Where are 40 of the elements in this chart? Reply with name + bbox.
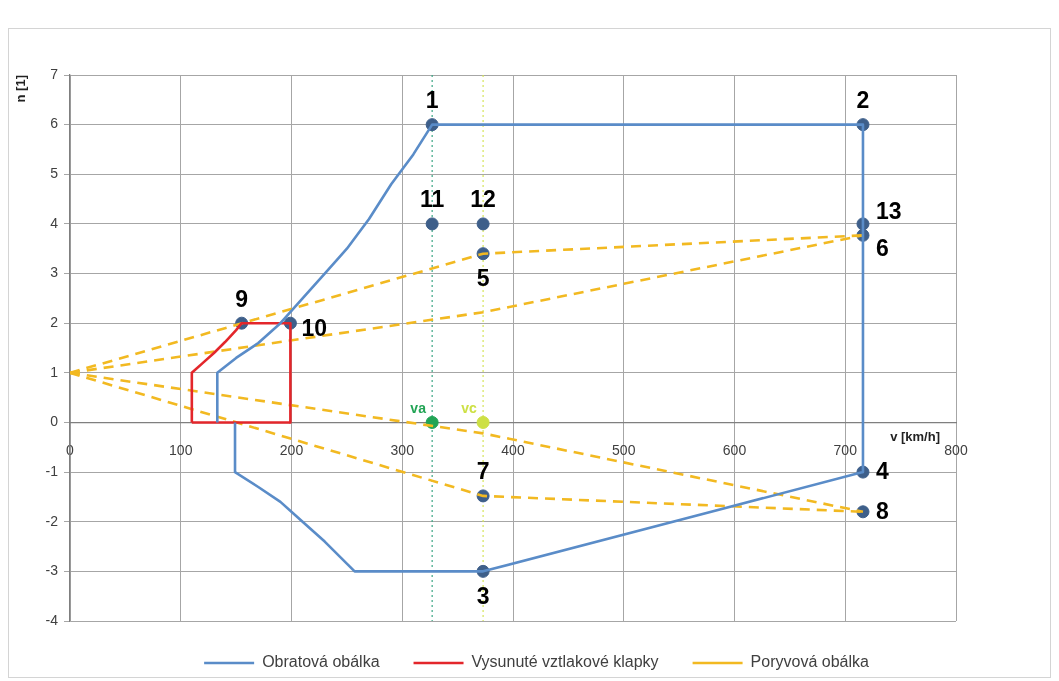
y-tick-label: 7 bbox=[50, 65, 59, 82]
legend-label: Vysunuté vztlakové klapky bbox=[471, 653, 659, 671]
x-axis-title: v [km/h] bbox=[890, 429, 940, 445]
annotation: 13 bbox=[875, 198, 902, 225]
x-tick-label: 300 bbox=[390, 441, 415, 458]
annotation: 9 bbox=[235, 285, 249, 312]
annotation: 6 bbox=[875, 234, 889, 261]
y-tick-label: 4 bbox=[50, 214, 59, 231]
y-tick-label: 6 bbox=[50, 115, 59, 132]
annotation: 3 bbox=[476, 582, 490, 609]
annotation: 12 bbox=[470, 186, 496, 213]
series-label: vc bbox=[461, 400, 478, 417]
x-tick-label: 400 bbox=[501, 441, 525, 458]
annotation: 5 bbox=[476, 265, 490, 292]
y-tick-label: 3 bbox=[50, 264, 59, 281]
series-label: va bbox=[410, 400, 427, 417]
annotation: 10 bbox=[301, 314, 327, 341]
y-axis-title: n [1] bbox=[13, 75, 29, 103]
y-tick-label: -1 bbox=[45, 462, 59, 479]
legend-label: Poryvová obálka bbox=[750, 653, 869, 671]
y-tick-label: 0 bbox=[50, 413, 59, 430]
x-tick-label: 800 bbox=[944, 441, 968, 458]
x-tick-label: 700 bbox=[833, 441, 858, 458]
y-tick-label: 5 bbox=[50, 165, 59, 182]
annotation: 4 bbox=[875, 458, 889, 485]
x-tick-label: 500 bbox=[612, 441, 636, 458]
annotation: 11 bbox=[419, 186, 445, 213]
x-tick-label: 200 bbox=[279, 441, 304, 458]
y-tick-label: -3 bbox=[45, 562, 59, 579]
x-tick-label: 100 bbox=[169, 441, 193, 458]
y-tick-label: -2 bbox=[45, 512, 59, 529]
y-tick-label: -4 bbox=[45, 611, 59, 628]
annotation: 7 bbox=[476, 458, 490, 485]
legend-label: Obratová obálka bbox=[262, 653, 380, 671]
y-tick-label: 2 bbox=[50, 314, 59, 331]
annotation: 2 bbox=[856, 86, 870, 113]
y-tick-label: 1 bbox=[50, 363, 59, 380]
annotation: 8 bbox=[875, 498, 889, 525]
annotation: 1 bbox=[425, 86, 439, 113]
x-tick-label: 600 bbox=[722, 441, 747, 458]
